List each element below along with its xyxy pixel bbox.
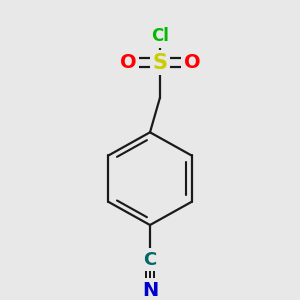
Text: Cl: Cl — [151, 27, 169, 45]
Text: S: S — [152, 53, 167, 73]
Text: N: N — [142, 281, 158, 300]
Text: O: O — [120, 53, 136, 72]
Text: C: C — [143, 251, 157, 269]
Text: O: O — [184, 53, 200, 72]
